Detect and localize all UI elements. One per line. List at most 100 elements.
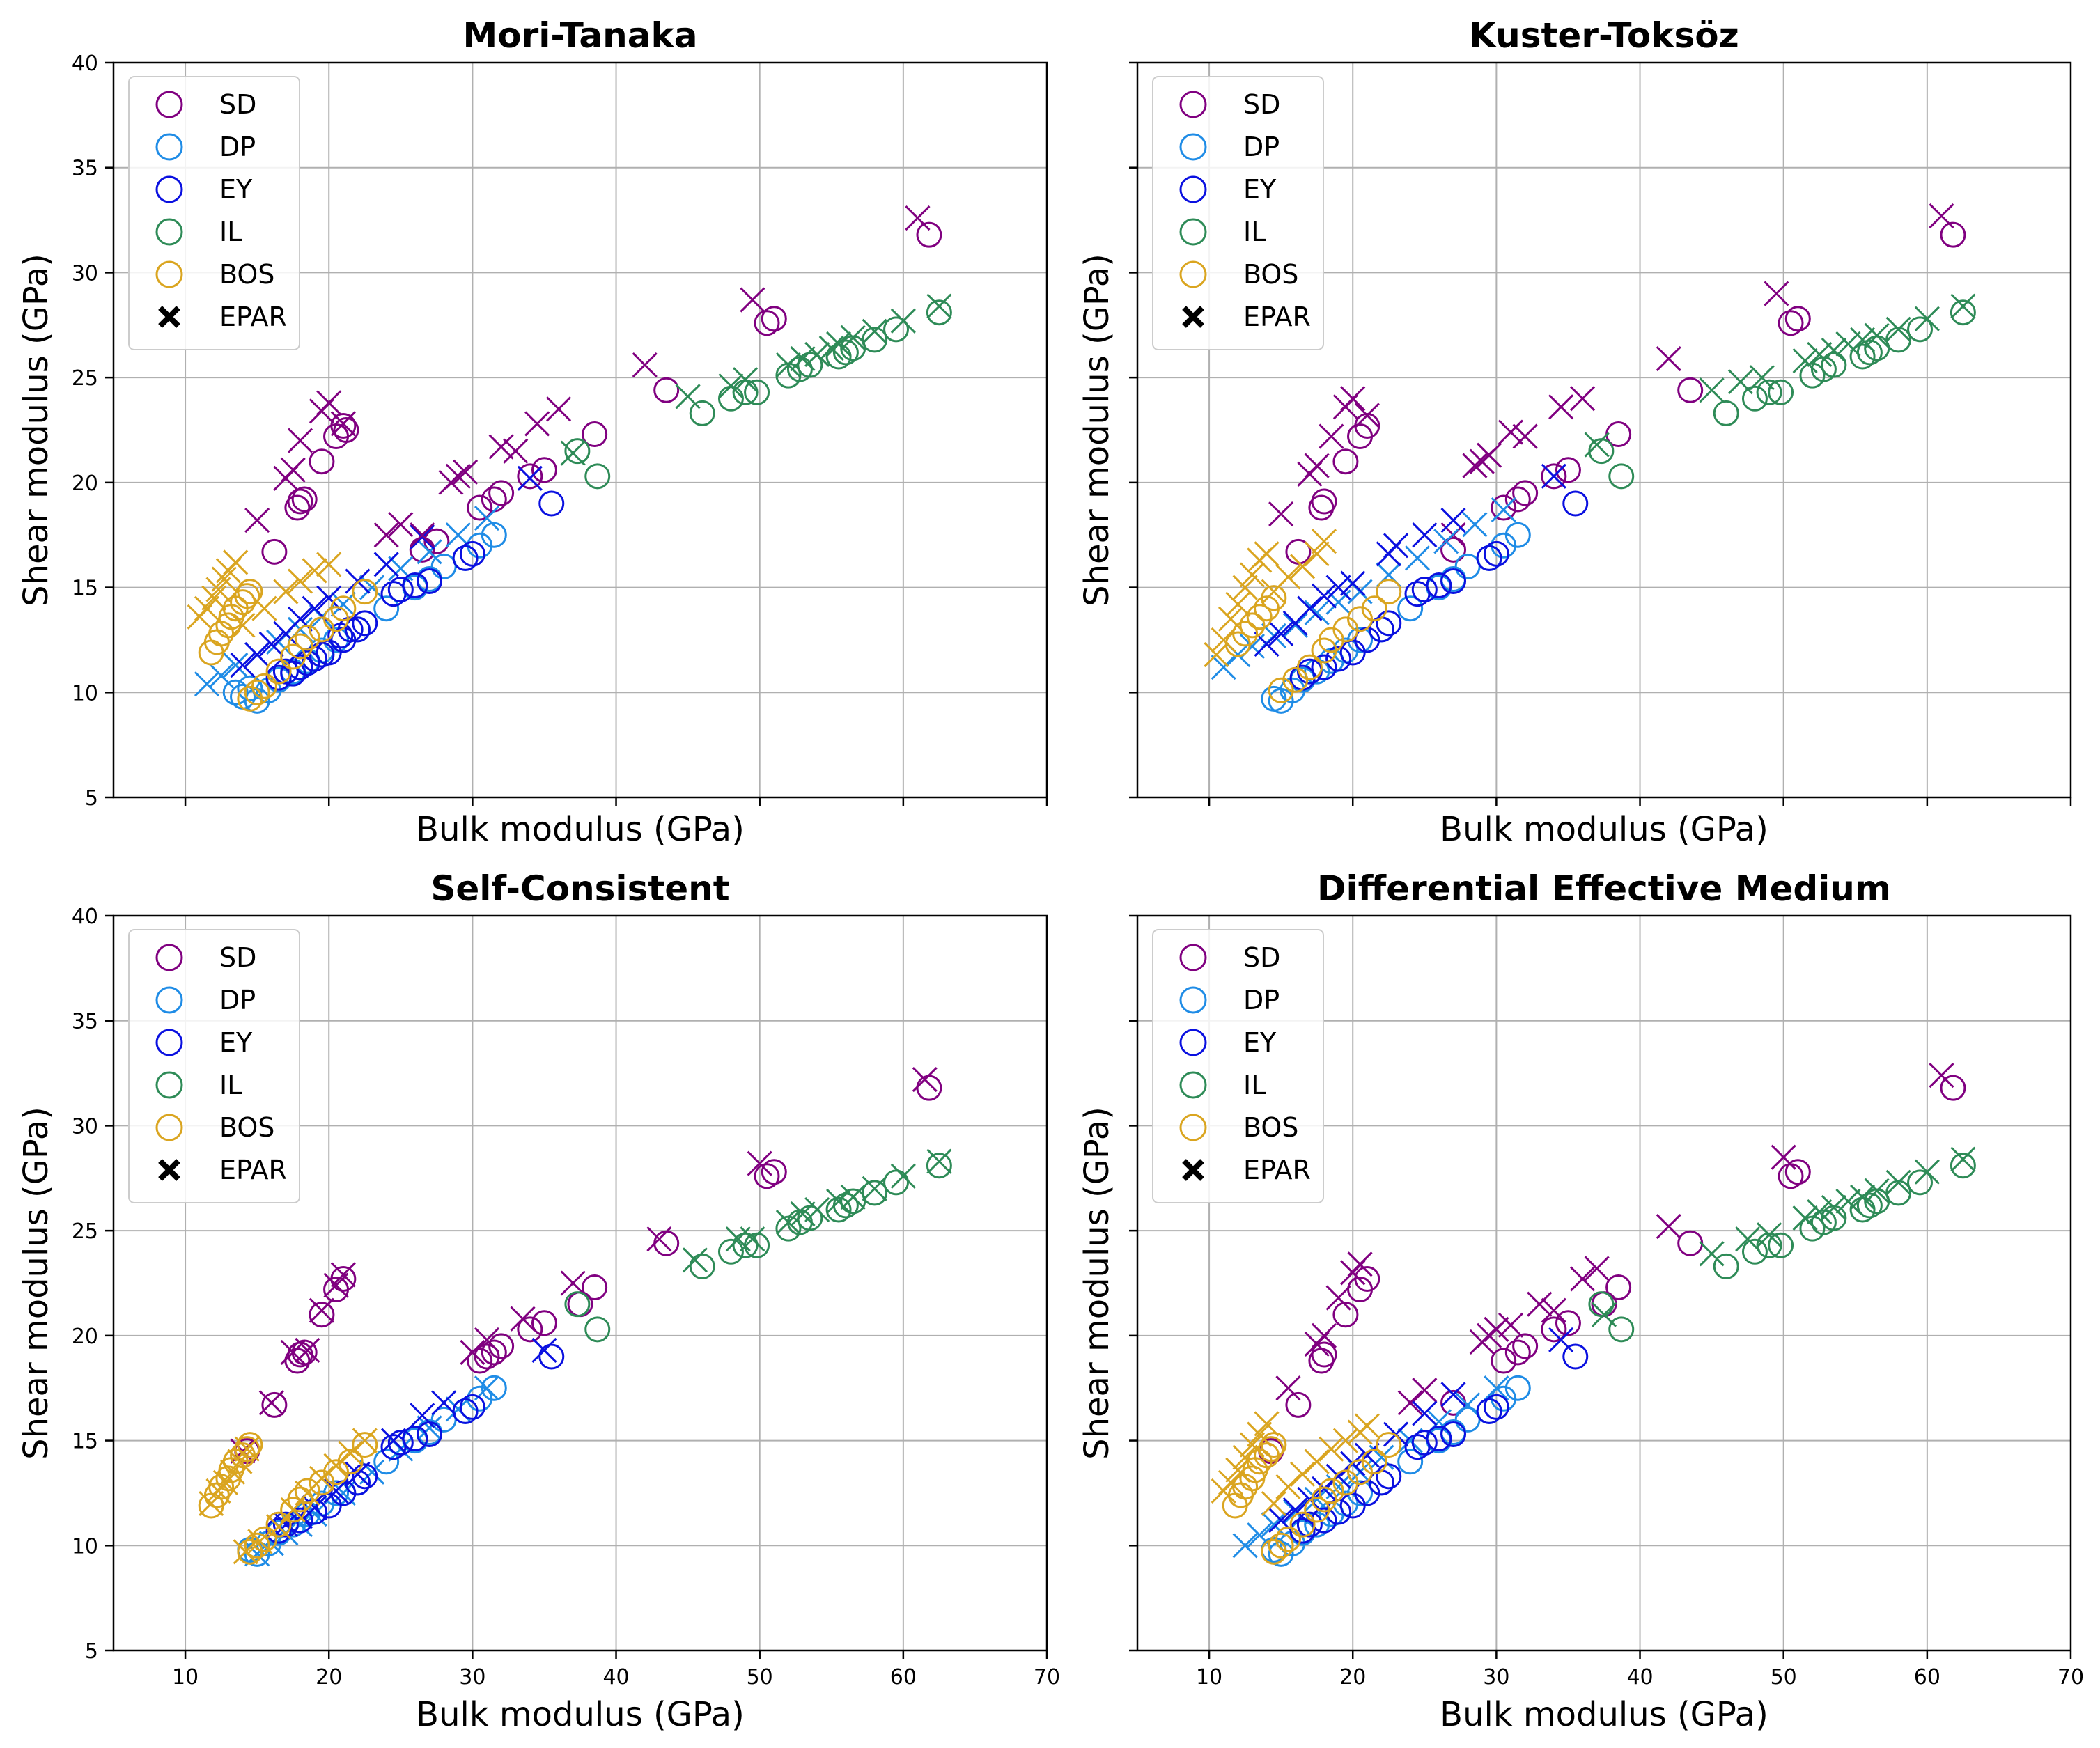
plot-frame xyxy=(112,61,1048,799)
epar-x-marker xyxy=(223,549,249,575)
data-point xyxy=(883,316,910,343)
data-point xyxy=(234,583,260,609)
data-point xyxy=(1397,1449,1424,1475)
data-point xyxy=(1361,1449,1387,1475)
data-point xyxy=(234,1436,260,1462)
legend-label: SD xyxy=(219,89,256,120)
series-il xyxy=(560,293,952,490)
data-point xyxy=(309,1302,335,1328)
epar-x-marker xyxy=(1885,1169,1911,1195)
data-point xyxy=(744,379,770,405)
y-tick-label: 30 xyxy=(72,261,98,286)
epar-x-marker xyxy=(309,1465,334,1491)
epar-x-marker xyxy=(1656,1214,1681,1240)
legend-box xyxy=(1152,929,1324,1203)
legend-label: EY xyxy=(1243,174,1277,205)
data-point xyxy=(237,579,263,605)
data-point xyxy=(840,1188,866,1215)
data-point xyxy=(387,1430,414,1456)
epar-x-marker xyxy=(474,506,500,531)
y-tick-label: 35 xyxy=(72,1010,98,1034)
series-bos xyxy=(1211,1411,1402,1565)
data-point xyxy=(582,421,608,448)
data-point xyxy=(564,1291,591,1318)
epar-x-marker xyxy=(1512,423,1538,449)
legend-label: IL xyxy=(1243,217,1266,247)
legend-circle-marker xyxy=(1179,986,1207,1014)
epar-x-marker xyxy=(1354,1413,1380,1439)
data-point xyxy=(488,480,515,506)
data-points xyxy=(198,1067,952,1567)
data-point xyxy=(265,664,292,691)
epar-x-marker xyxy=(208,663,234,689)
epar-x-marker xyxy=(1232,1444,1258,1470)
data-point xyxy=(761,1159,787,1185)
epar-x-marker xyxy=(675,384,701,409)
data-point xyxy=(244,679,270,705)
epar-x-marker xyxy=(1455,1392,1481,1418)
data-point xyxy=(1950,299,1976,326)
epar-x-marker xyxy=(1735,1226,1761,1252)
data-point xyxy=(309,616,335,643)
legend-label: BOS xyxy=(219,259,274,290)
data-point xyxy=(344,616,371,643)
epar-x-marker xyxy=(1835,331,1861,357)
epar-x-marker xyxy=(316,390,342,416)
data-point xyxy=(1311,488,1337,515)
data-point xyxy=(1347,1480,1374,1506)
epar-x-marker xyxy=(1282,1497,1308,1523)
data-point xyxy=(1332,616,1359,643)
epar-x-marker xyxy=(410,524,435,550)
data-point xyxy=(1541,463,1567,490)
data-point xyxy=(517,1316,543,1343)
data-point xyxy=(1768,379,1794,405)
data-point xyxy=(1504,486,1531,513)
epar-x-marker xyxy=(1950,293,1976,319)
epar-x-marker xyxy=(1304,600,1330,625)
data-point xyxy=(531,1310,557,1336)
epar-x-marker xyxy=(1584,1256,1610,1281)
epar-x-marker xyxy=(1290,1461,1316,1487)
epar-x-marker xyxy=(323,1453,349,1478)
data-point xyxy=(1756,379,1782,405)
data-point xyxy=(1397,595,1424,622)
data-point xyxy=(265,658,292,685)
epar-x-marker xyxy=(1950,1146,1976,1172)
epar-x-marker xyxy=(1699,1241,1725,1267)
epar-x-marker xyxy=(1275,1474,1301,1499)
epar-x-marker xyxy=(1332,1428,1358,1453)
epar-x-marker xyxy=(201,585,227,611)
data-point xyxy=(1562,1343,1589,1370)
data-point xyxy=(1784,306,1811,332)
epar-x-marker xyxy=(1304,541,1330,567)
series-bos xyxy=(1204,529,1402,703)
data-point xyxy=(1950,1153,1976,1179)
epar-x-marker xyxy=(1239,562,1265,588)
data-point xyxy=(1289,1511,1316,1538)
data-point xyxy=(1940,221,1966,248)
data-point xyxy=(1304,1511,1330,1538)
data-point xyxy=(1856,339,1883,366)
epar-x-marker xyxy=(1232,1533,1258,1559)
data-point xyxy=(744,1232,770,1258)
plot-frame xyxy=(1136,61,2072,799)
epar-x-marker xyxy=(1656,345,1681,372)
x-axis-label: Bulk modulus (GPa) xyxy=(416,1695,745,1734)
epar-x-marker xyxy=(1541,1297,1566,1323)
epar-x-marker xyxy=(280,457,306,483)
epar-x-marker xyxy=(740,287,765,313)
data-points xyxy=(1204,203,1976,714)
y-tick-label: 25 xyxy=(72,366,98,391)
epar-x-marker xyxy=(316,585,342,611)
data-point xyxy=(1713,1253,1739,1279)
data-point xyxy=(294,625,320,651)
x-tick-label: 10 xyxy=(172,1665,199,1690)
data-point xyxy=(1483,540,1509,567)
epar-x-marker xyxy=(1311,583,1337,609)
epar-x-marker xyxy=(926,1148,952,1174)
data-point xyxy=(754,310,780,336)
data-point xyxy=(732,1232,759,1258)
epar-x-marker xyxy=(431,1390,457,1416)
data-point xyxy=(797,1205,823,1231)
data-point xyxy=(1885,1180,1912,1206)
